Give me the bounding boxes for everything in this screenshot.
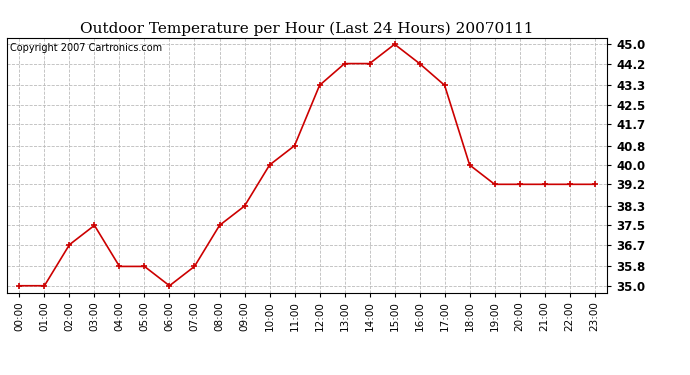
Text: Copyright 2007 Cartronics.com: Copyright 2007 Cartronics.com [10,43,162,52]
Title: Outdoor Temperature per Hour (Last 24 Hours) 20070111: Outdoor Temperature per Hour (Last 24 Ho… [80,22,534,36]
